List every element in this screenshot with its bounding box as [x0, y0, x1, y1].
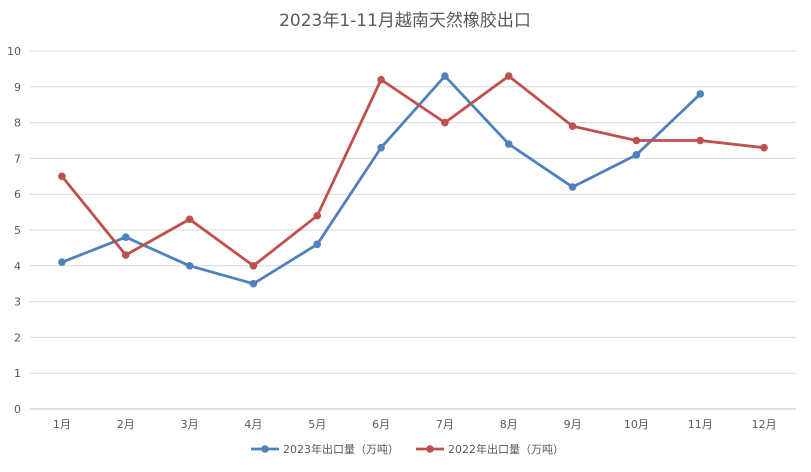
data-point	[313, 211, 322, 220]
data-point	[121, 251, 130, 259]
y-tick-label: 5	[14, 224, 21, 237]
chart-title: 2023年1-11月越南天然橡胶出口	[279, 11, 531, 31]
data-point	[121, 233, 130, 241]
x-tick-label: 11月	[688, 418, 713, 431]
data-point	[441, 72, 449, 80]
x-tick-label: 5月	[308, 418, 326, 431]
data-point	[377, 75, 385, 84]
y-tick-label: 2	[14, 331, 21, 344]
y-tick-label: 0	[14, 403, 21, 416]
x-tick-label: 10月	[624, 418, 649, 431]
data-point	[58, 258, 66, 267]
legend: 2023年出口量（万吨） 2022年出口量（万吨）	[251, 442, 564, 456]
series-line	[60, 74, 765, 268]
x-tick-label: 3月	[181, 418, 199, 431]
data-point	[504, 72, 513, 80]
data-point	[377, 143, 385, 152]
data-point	[632, 151, 641, 159]
data-point	[185, 262, 194, 270]
data-point	[58, 172, 66, 181]
y-axis-ticks: 0 1 2 3 4 5 6 7 8 9 10	[7, 45, 21, 416]
series-2	[58, 72, 768, 270]
data-point	[441, 118, 449, 127]
data-point	[760, 143, 768, 152]
y-tick-label: 6	[14, 188, 21, 201]
x-tick-label: 2月	[117, 418, 135, 431]
data-point	[568, 183, 577, 191]
y-tick-label: 10	[7, 45, 21, 58]
x-tick-label: 7月	[436, 418, 454, 431]
x-tick-label: 12月	[752, 418, 777, 431]
data-point	[504, 140, 513, 148]
legend-swatch-marker	[261, 445, 269, 453]
series-1	[58, 72, 705, 288]
y-tick-label: 8	[14, 117, 21, 130]
data-point	[696, 136, 705, 145]
x-tick-label: 4月	[244, 418, 262, 431]
x-tick-label: 8月	[500, 418, 518, 431]
x-tick-label: 1月	[53, 418, 71, 431]
series-lines	[58, 72, 768, 288]
y-tick-label: 3	[14, 296, 21, 309]
data-point	[568, 122, 577, 130]
legend-item: 2022年出口量（万吨）	[416, 442, 564, 456]
data-point	[696, 90, 705, 98]
y-tick-label: 7	[14, 152, 21, 165]
y-tick-label: 1	[14, 367, 21, 380]
y-tick-label: 4	[14, 260, 21, 273]
y-tick-label: 9	[14, 81, 21, 94]
legend-swatch-marker	[426, 445, 434, 453]
data-point	[249, 279, 258, 288]
legend-label: 2023年出口量（万吨）	[283, 442, 399, 456]
x-tick-label: 6月	[372, 418, 390, 431]
data-point	[632, 136, 641, 145]
gridlines	[30, 50, 796, 410]
x-axis-ticks: 1月 2月 3月 4月 5月 6月 7月 8月 9月 10月 11月 12月	[53, 418, 777, 431]
data-point	[249, 262, 258, 270]
data-point	[313, 240, 322, 249]
legend-item: 2023年出口量（万吨）	[251, 442, 399, 456]
data-point	[185, 215, 194, 224]
legend-label: 2022年出口量（万吨）	[448, 442, 564, 456]
x-tick-label: 9月	[564, 418, 582, 431]
series-line	[61, 74, 702, 286]
